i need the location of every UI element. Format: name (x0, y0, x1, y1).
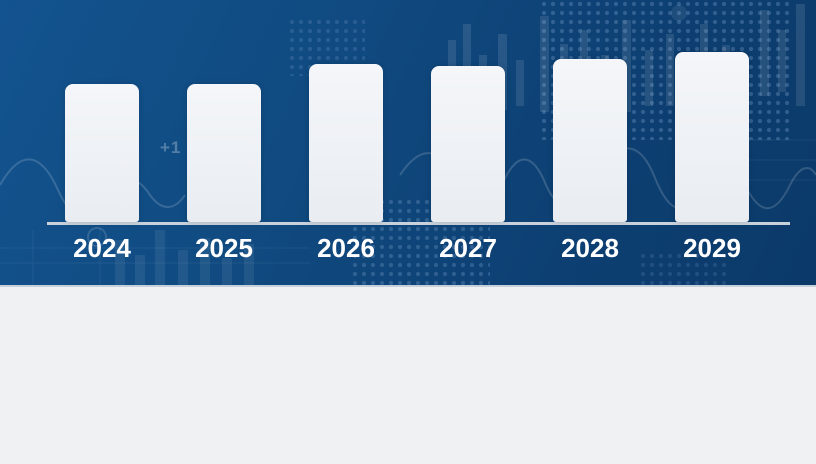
x-axis-label-2026: 2026 (317, 233, 375, 263)
bar-2028 (553, 59, 627, 222)
bar-2027 (431, 66, 505, 222)
market-chart-section: +1 2024 2025 2026 2027 2028 2029 (0, 0, 816, 285)
bar-2025 (187, 84, 261, 222)
bar-2026 (309, 64, 383, 222)
bar-2029 (675, 52, 749, 222)
x-axis-label-2028: 2028 (561, 233, 619, 263)
bar-2024 (65, 84, 139, 222)
x-axis-label-2025: 2025 (195, 233, 253, 263)
x-axis-label-2027: 2027 (439, 233, 497, 263)
stats-section: 29.4% CAGR (2024-2029) $ (0, 285, 816, 464)
x-axis-line (47, 222, 790, 225)
background-watermark-text: +1 (160, 138, 182, 157)
x-axis-label-2024: 2024 (73, 233, 131, 263)
x-axis-label-2029: 2029 (683, 233, 741, 263)
